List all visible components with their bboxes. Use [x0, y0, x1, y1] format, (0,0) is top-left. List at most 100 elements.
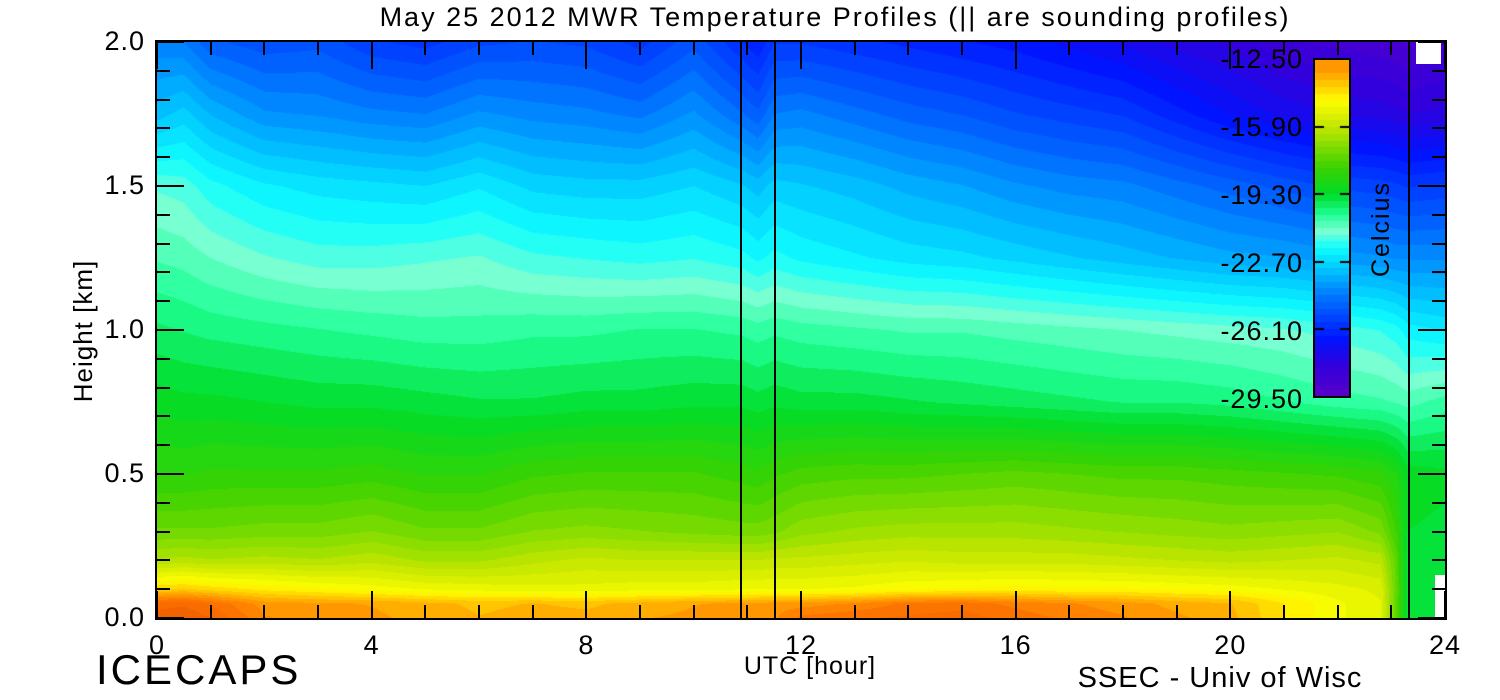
x-axis-tick	[1390, 605, 1393, 618]
y-axis-tick	[1432, 98, 1445, 101]
x-axis-tick	[478, 42, 480, 55]
y-axis-tick	[157, 501, 170, 504]
x-axis-tick-label: 0	[148, 630, 166, 660]
chart-title: May 25 2012 MWR Temperature Profiles (||…	[379, 2, 1291, 32]
y-axis-tick	[157, 69, 170, 72]
y-axis-tick	[1418, 185, 1445, 187]
x-axis-tick	[370, 42, 373, 69]
y-axis-tick	[1418, 473, 1445, 475]
y-axis-tick	[157, 185, 184, 187]
y-axis-tick	[157, 444, 170, 447]
x-axis-tick	[209, 605, 212, 618]
x-axis-tick	[907, 605, 910, 618]
missing-data-gap	[1435, 574, 1445, 618]
x-axis-tick	[800, 591, 802, 618]
icecaps-label: ICECAPS	[96, 646, 302, 693]
y-axis-tick	[1432, 588, 1445, 591]
heatmap-canvas	[157, 42, 1445, 618]
x-axis-tick	[1068, 605, 1071, 618]
x-axis-tick	[800, 42, 802, 69]
x-axis-tick	[156, 591, 158, 618]
x-axis-tick	[1444, 591, 1446, 618]
x-axis-tick	[961, 605, 963, 618]
x-axis-tick	[263, 42, 266, 55]
y-axis-tick	[1432, 444, 1445, 447]
x-axis-tick	[961, 42, 963, 55]
x-axis-tick	[1283, 42, 1285, 55]
sounding-profile-line	[774, 42, 777, 618]
colorbar-tick-label: -22.70	[1220, 248, 1303, 278]
plot-area	[155, 40, 1447, 620]
y-axis-tick-label: 0.5	[104, 458, 145, 488]
y-axis-tick	[1432, 386, 1445, 389]
x-axis-tick	[585, 591, 588, 618]
colorbar-tick-label: -29.50	[1220, 384, 1303, 414]
colorbar-gradient	[1315, 60, 1349, 396]
colorbar-tick-label: -12.50	[1220, 44, 1303, 74]
y-axis-tick	[157, 242, 170, 245]
x-axis-tick	[1122, 42, 1124, 55]
x-axis-tick	[1175, 605, 1178, 618]
y-axis-tick	[1418, 329, 1445, 331]
y-axis-tick	[1432, 530, 1445, 533]
x-axis-tick	[692, 605, 695, 618]
colorbar-tick-label: -15.90	[1220, 112, 1303, 142]
x-axis-tick	[639, 605, 641, 618]
x-axis-tick	[746, 605, 749, 618]
x-axis-tick-label: 16	[999, 630, 1032, 660]
sounding-profile-line	[1408, 42, 1411, 618]
y-axis-tick	[1432, 415, 1445, 418]
x-axis-tick	[853, 605, 856, 618]
x-axis-tick	[907, 42, 910, 55]
y-axis-tick	[157, 271, 170, 274]
y-axis-tick	[157, 98, 170, 101]
x-axis-tick	[1336, 42, 1339, 55]
x-axis-tick	[1068, 42, 1071, 55]
x-axis-tick	[1283, 605, 1285, 618]
y-axis-tick	[1432, 242, 1445, 245]
y-axis-tick	[1432, 300, 1445, 303]
x-axis-tick	[853, 42, 856, 55]
y-axis-tick	[157, 156, 170, 159]
x-axis-tick-label: 8	[578, 630, 595, 660]
y-axis-tick	[157, 617, 184, 619]
y-axis-tick-label: 2.0	[104, 26, 145, 56]
x-axis-tick	[531, 42, 534, 55]
y-axis-tick	[157, 386, 170, 389]
y-axis-tick	[157, 329, 184, 331]
x-axis-tick	[370, 591, 373, 618]
y-axis-tick	[157, 415, 170, 418]
x-axis-tick	[209, 42, 212, 55]
y-axis-tick	[1432, 559, 1445, 562]
x-axis-tick-label: 24	[1428, 630, 1462, 660]
x-axis-tick	[531, 605, 534, 618]
y-axis-tick	[157, 127, 170, 130]
x-axis-tick-label: 4	[363, 630, 380, 660]
y-axis-tick	[1432, 127, 1445, 130]
x-axis-tick	[156, 42, 158, 69]
colorbar	[1313, 58, 1351, 398]
x-axis-tick	[746, 42, 749, 55]
x-axis-tick	[585, 42, 588, 69]
y-axis-tick	[157, 559, 170, 562]
y-axis-tick	[1432, 357, 1445, 360]
y-axis-tick	[157, 213, 170, 216]
x-axis-tick	[1014, 591, 1017, 618]
y-axis-tick	[157, 300, 170, 303]
missing-data-gap	[1416, 42, 1441, 64]
colorbar-tick-label: -19.30	[1220, 180, 1303, 210]
y-axis-tick-label: 0.0	[104, 602, 145, 632]
y-axis-tick	[1432, 271, 1445, 274]
x-axis-tick	[639, 42, 641, 55]
sounding-profile-line	[739, 42, 742, 618]
y-axis-tick	[1432, 213, 1445, 216]
y-axis-tick	[157, 357, 170, 360]
x-axis-tick	[1175, 42, 1178, 55]
x-axis-tick	[1122, 605, 1124, 618]
x-axis-tick	[317, 605, 319, 618]
x-axis-tick	[692, 42, 695, 55]
x-axis-tick-label: 12	[784, 630, 818, 660]
x-axis-tick	[424, 605, 427, 618]
y-axis-tick	[1418, 41, 1445, 43]
